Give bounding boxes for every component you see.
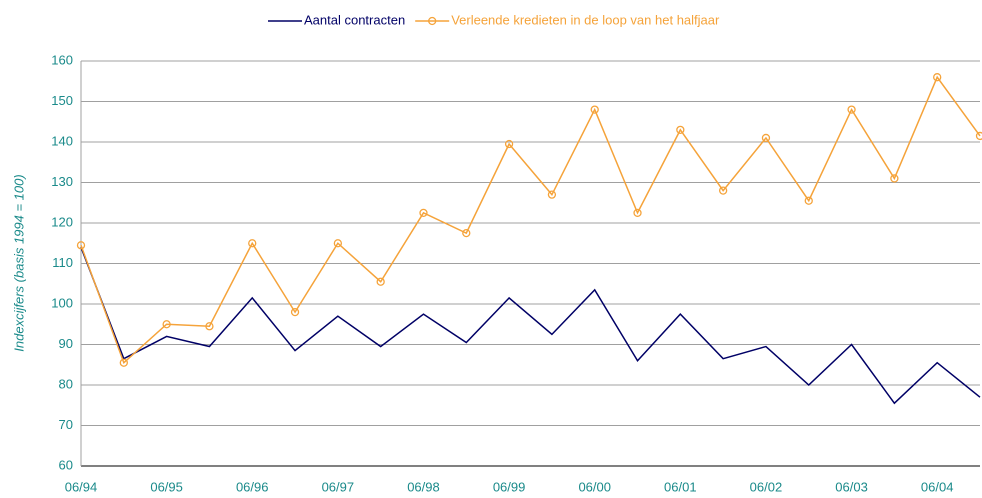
marker [933, 73, 942, 82]
y-tick-label: 150 [51, 93, 73, 108]
x-tick-label: 06/97 [322, 479, 355, 494]
x-tick-label: 06/98 [407, 479, 440, 494]
x-tick-label: 06/02 [750, 479, 783, 494]
marker [975, 131, 982, 141]
x-tick-label: 06/01 [664, 479, 697, 494]
y-tick-label: 100 [51, 295, 73, 310]
y-tick-label: 120 [51, 214, 73, 229]
marker [419, 208, 428, 218]
marker [804, 196, 813, 205]
y-tick-label: 80 [59, 376, 73, 391]
marker [890, 174, 899, 183]
marker [676, 125, 685, 135]
legend-label: Aantal contracten [304, 12, 405, 27]
y-axis-label: Indexcijfers (basis 1994 = 100) [11, 174, 26, 351]
y-tick-label: 160 [51, 52, 73, 67]
y-tick-label: 110 [52, 255, 73, 270]
marker [504, 139, 514, 149]
marker [119, 358, 128, 367]
line [80, 247, 981, 405]
marker [162, 320, 171, 329]
x-tick-label: 06/94 [65, 479, 98, 494]
x-tick-label: 06/96 [236, 479, 269, 494]
marker [590, 105, 599, 114]
y-tick-label: 130 [51, 174, 73, 189]
legend-marker [428, 16, 437, 26]
y-tick-label: 140 [51, 133, 73, 148]
marker [761, 133, 771, 143]
y-tick-label: 90 [59, 336, 73, 351]
marker [718, 186, 728, 195]
x-tick-label: 06/95 [150, 479, 183, 494]
marker [76, 241, 86, 250]
x-tick-label: 06/04 [921, 479, 954, 494]
marker [290, 307, 300, 317]
marker [847, 105, 856, 114]
x-tick-label: 06/99 [493, 479, 526, 494]
x-tick-label: 06/03 [835, 479, 868, 494]
marker [462, 228, 471, 238]
marker [333, 239, 343, 248]
marker [376, 277, 385, 286]
line [80, 75, 981, 365]
y-tick-label: 60 [59, 457, 73, 472]
marker [633, 208, 642, 218]
x-tick-label: 06/00 [578, 479, 611, 494]
y-tick-label: 70 [59, 417, 73, 432]
marker [547, 190, 557, 199]
marker [205, 322, 214, 331]
marker [248, 239, 257, 248]
legend-label: Verleende kredieten in de loop van het h… [451, 12, 720, 27]
